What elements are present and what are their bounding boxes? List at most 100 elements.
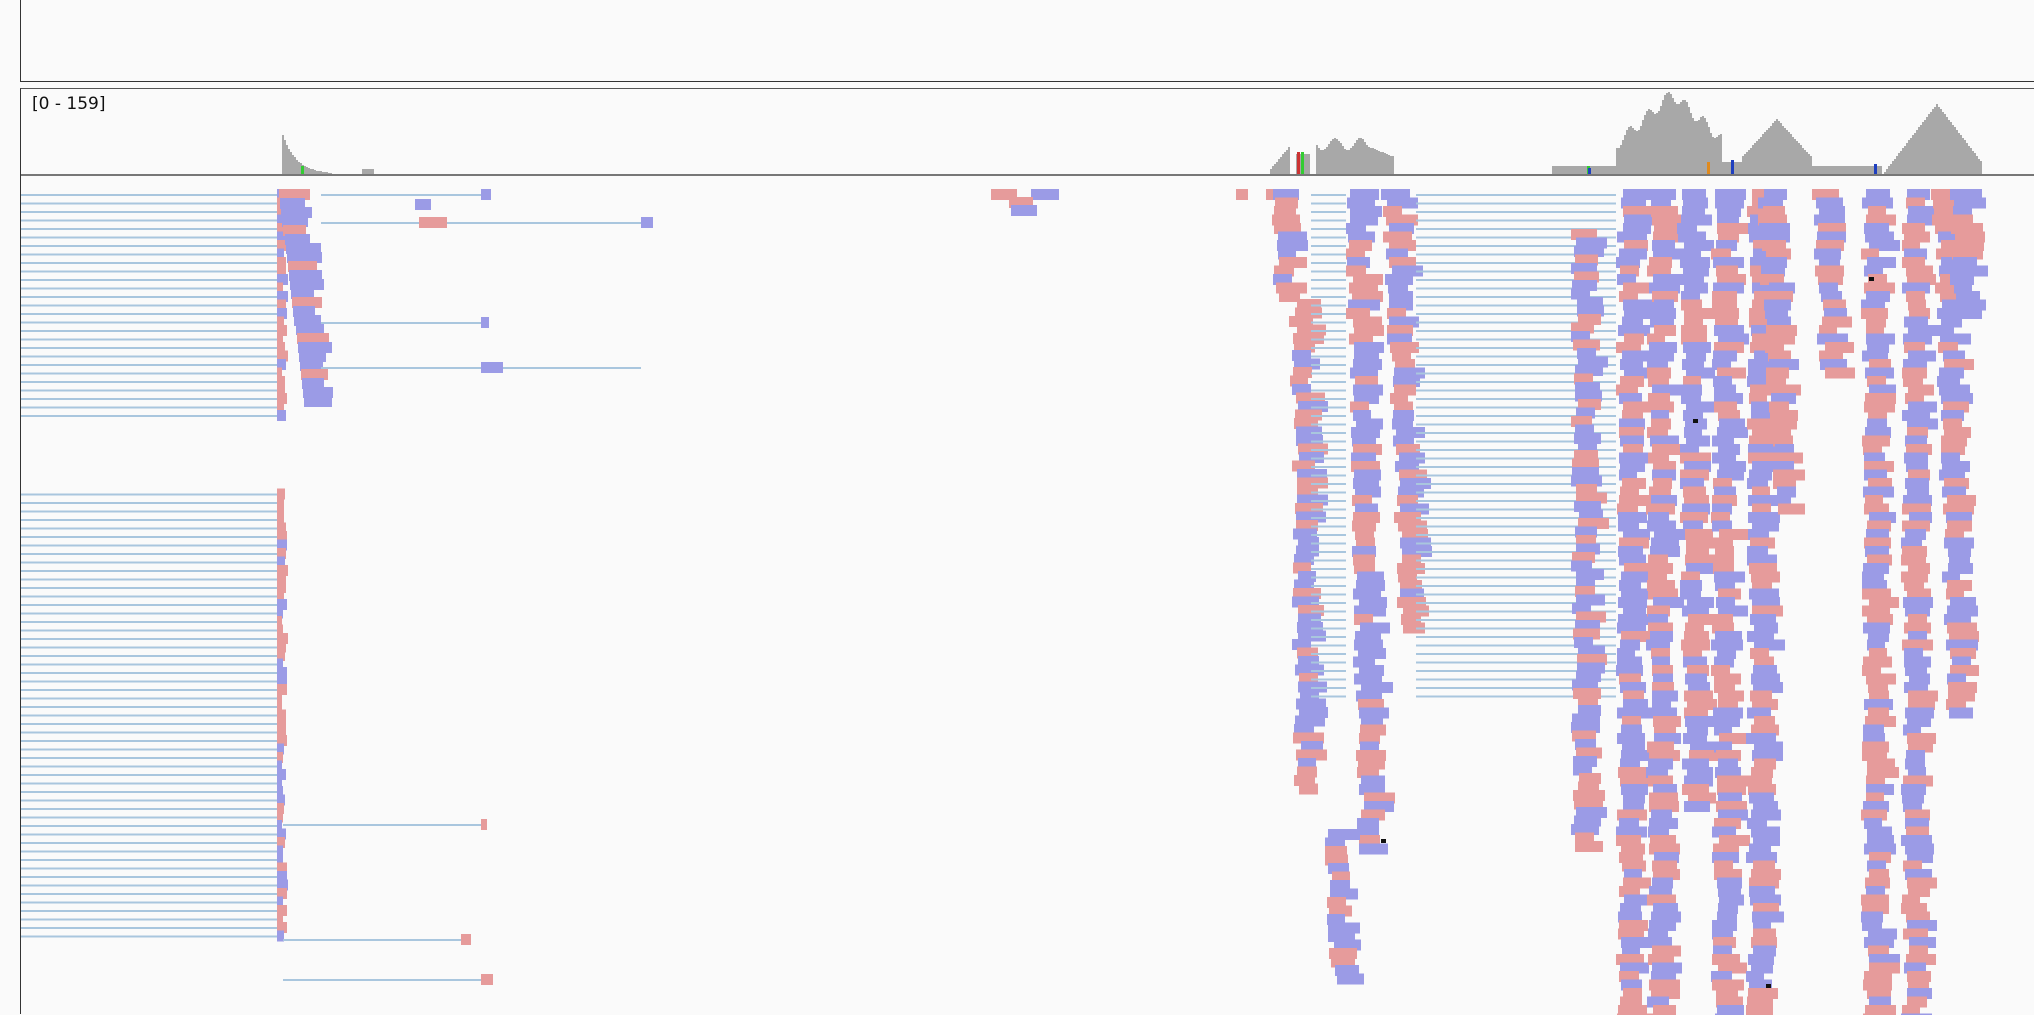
- coverage-bar: [1738, 162, 1740, 174]
- coverage-bar: [1650, 110, 1652, 174]
- coverage-bar: [1278, 159, 1280, 174]
- coverage-bar: [1918, 127, 1920, 174]
- coverage-bar: [1316, 145, 1318, 174]
- coverage-bar: [1618, 148, 1620, 174]
- coverage-bar: [1632, 128, 1634, 174]
- coverage-bar: [1274, 164, 1276, 174]
- split-read-line: [1311, 551, 1346, 553]
- coverage-bar: [1794, 139, 1796, 174]
- coverage-bar: [1974, 153, 1976, 174]
- split-read-line: [21, 706, 277, 708]
- coverage-bar: [1948, 120, 1950, 174]
- read-mismatch-mark: [1381, 839, 1386, 843]
- coverage-bar: [1388, 155, 1390, 174]
- split-read-line: [1311, 594, 1346, 596]
- coverage-bar: [1286, 150, 1288, 174]
- coverage-bar: [1748, 150, 1750, 174]
- coverage-bar: [1878, 166, 1880, 174]
- coverage-bar: [294, 157, 296, 174]
- coverage-bar: [1964, 140, 1966, 174]
- coverage-bar: [1768, 128, 1770, 174]
- split-read-line: [1311, 560, 1346, 562]
- split-read-line: [1311, 194, 1346, 196]
- coverage-bar: [1710, 133, 1712, 174]
- read-block: [1236, 189, 1248, 200]
- coverage-bar: [1372, 148, 1374, 174]
- coverage-bar: [1366, 145, 1368, 174]
- coverage-bar: [1552, 166, 1554, 174]
- coverage-bar: [1782, 126, 1784, 174]
- read-alignments[interactable]: [21, 189, 2034, 1015]
- coverage-bar: [1634, 130, 1636, 174]
- split-read-line: [21, 910, 277, 912]
- coverage-bar: [1842, 166, 1844, 174]
- split-read-line: [21, 502, 277, 504]
- coverage-bar: [1344, 149, 1346, 174]
- coverage-bar: [1284, 152, 1286, 174]
- split-read-line: [1311, 585, 1346, 587]
- split-read-line: [21, 698, 277, 700]
- split-read-line: [21, 364, 277, 366]
- split-read-line: [1311, 203, 1346, 205]
- coverage-bar: [1594, 166, 1596, 174]
- split-read-line: [21, 621, 277, 623]
- split-read-line: [1311, 424, 1346, 426]
- coverage-bar: [1688, 107, 1690, 174]
- coverage-bar: [1932, 109, 1934, 174]
- coverage-bar: [1568, 166, 1570, 174]
- split-read-line: [1311, 611, 1346, 613]
- split-read-line: [1311, 619, 1346, 621]
- coverage-bar: [1726, 162, 1728, 174]
- coverage-bar: [1598, 166, 1600, 174]
- coverage-bar: [1952, 125, 1954, 174]
- read-block: [419, 217, 447, 228]
- split-read-line: [1311, 237, 1346, 239]
- coverage-bar: [1690, 113, 1692, 174]
- coverage-bar: [1630, 126, 1632, 174]
- coverage-bar: [1804, 150, 1806, 174]
- split-read-line: [1311, 271, 1346, 273]
- read-block: [304, 396, 332, 407]
- split-read-line: [1416, 194, 1616, 196]
- coverage-bar: [1392, 156, 1394, 174]
- split-read-line: [21, 893, 277, 895]
- coverage-bar: [1806, 152, 1808, 174]
- split-read-line: [1416, 220, 1616, 222]
- ruler-panel[interactable]: [20, 0, 2034, 82]
- read-block: [481, 317, 489, 328]
- split-read-line: [21, 749, 277, 751]
- coverage-bar: [1320, 150, 1322, 174]
- split-read-line: [21, 407, 277, 409]
- split-read-line: [21, 783, 277, 785]
- coverage-bar: [1780, 123, 1782, 174]
- coverage-bar: [1866, 166, 1868, 174]
- coverage-bar: [1902, 148, 1904, 174]
- coverage-bar: [1362, 139, 1364, 174]
- coverage-bar: [1662, 100, 1664, 174]
- coverage-bar: [1326, 147, 1328, 174]
- read-block: [1359, 844, 1388, 855]
- coverage-mismatch-mark: [301, 166, 304, 174]
- split-read-line: [21, 868, 277, 870]
- coverage-bar: [1802, 148, 1804, 174]
- coverage-bar: [1602, 166, 1604, 174]
- split-read-line: [21, 851, 277, 853]
- coverage-bar: [1798, 143, 1800, 174]
- coverage-bar: [1664, 95, 1666, 174]
- split-read-line: [1311, 568, 1346, 570]
- read-block: [481, 819, 487, 830]
- coverage-bar: [286, 145, 288, 174]
- coverage-bar: [1324, 149, 1326, 174]
- coverage-bar: [1368, 147, 1370, 174]
- coverage-bar: [1868, 166, 1870, 174]
- split-read-line: [21, 689, 277, 691]
- read-block: [481, 362, 503, 373]
- coverage-bar: [1584, 166, 1586, 174]
- split-read-line: [21, 203, 277, 205]
- coverage-bar: [1370, 148, 1372, 174]
- coverage-baseline: [21, 174, 2034, 176]
- coverage-histogram[interactable]: [21, 89, 2034, 179]
- alignment-track-panel[interactable]: [0 - 159]: [20, 88, 2034, 1014]
- split-read-line: [1311, 407, 1346, 409]
- split-read-line: [21, 228, 277, 230]
